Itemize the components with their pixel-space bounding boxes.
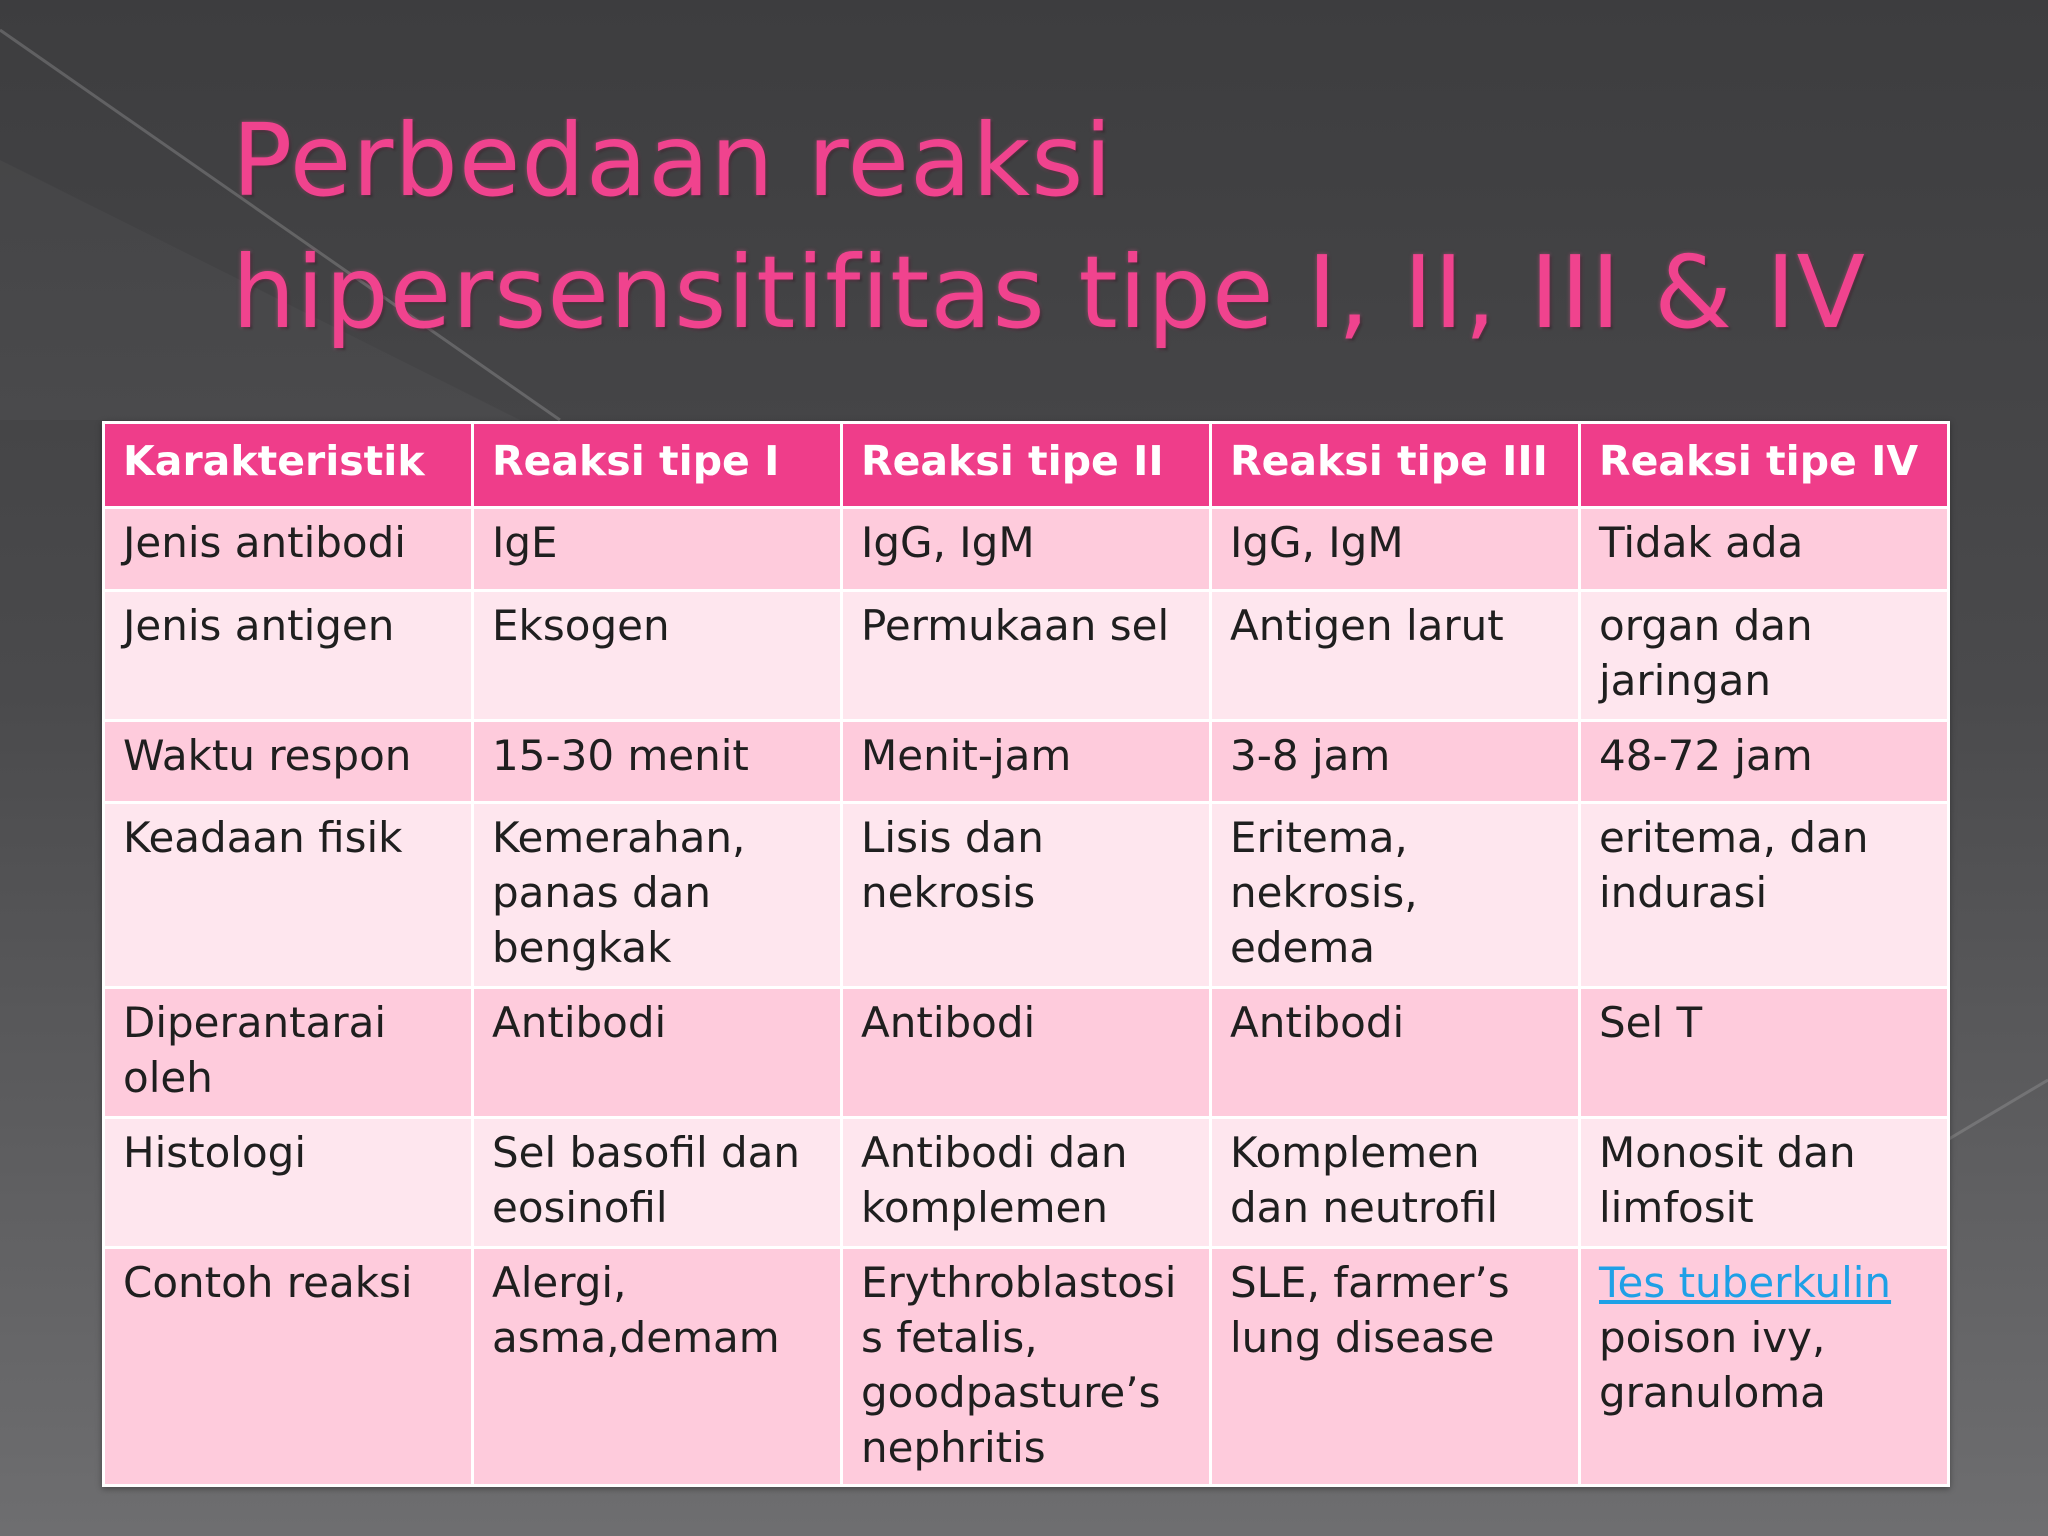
table-cell: Alergi, asma,demam — [471, 1246, 843, 1487]
table-cell: IgE — [471, 506, 843, 592]
table-cell: Monosit dan limfosit — [1578, 1116, 1950, 1249]
table-cell: Sel basofil dan eosinofil — [471, 1116, 843, 1249]
table-cell: Keadaan fisik — [102, 801, 474, 989]
table-cell: 15-30 menit — [471, 719, 843, 804]
table-cell: Antibodi — [1209, 986, 1581, 1119]
table-cell: eritema, dan indurasi — [1578, 801, 1950, 989]
table-cell: organ dan jaringan — [1578, 589, 1950, 722]
table-cell: Antigen larut — [1209, 589, 1581, 722]
table-cell: Diperantarai oleh — [102, 986, 474, 1119]
slide-title: Perbedaan reaksi hipersensitifitas tipe … — [232, 95, 1932, 359]
table-row: Histologi Sel basofil dan eosinofil Anti… — [102, 1116, 1950, 1249]
table-cell: Contoh reaksi — [102, 1246, 474, 1487]
table-cell: Erythroblastosi s fetalis, goodpasture’s… — [840, 1246, 1212, 1487]
header-reaksi-tipe-3: Reaksi tipe III — [1209, 421, 1581, 509]
slide-title-line-2: hipersensitifitas tipe I, II, III & IV — [232, 234, 1866, 351]
header-karakteristik: Karakteristik — [102, 421, 474, 509]
table-cell: Komplemen dan neutrofil — [1209, 1116, 1581, 1249]
table-row: Contoh reaksi Alergi, asma,demam Erythro… — [102, 1246, 1950, 1487]
table-cell: Jenis antigen — [102, 589, 474, 722]
table-header-row: Karakteristik Reaksi tipe I Reaksi tipe … — [102, 421, 1950, 509]
header-reaksi-tipe-2: Reaksi tipe II — [840, 421, 1212, 509]
table-cell: Tidak ada — [1578, 506, 1950, 592]
table-cell: IgG, IgM — [840, 506, 1212, 592]
table-row: Jenis antigen Eksogen Permukaan sel Anti… — [102, 589, 1950, 722]
table-row: Keadaan fisik Kemerahan, panas dan bengk… — [102, 801, 1950, 989]
table-cell: Antibodi — [471, 986, 843, 1119]
table-cell: Waktu respon — [102, 719, 474, 804]
table-cell: Histologi — [102, 1116, 474, 1249]
table-cell: Antibodi dan komplemen — [840, 1116, 1212, 1249]
table-cell: IgG, IgM — [1209, 506, 1581, 592]
table-cell: 48-72 jam — [1578, 719, 1950, 804]
table-row: Jenis antibodi IgE IgG, IgM IgG, IgM Tid… — [102, 506, 1950, 592]
table-row: Diperantarai oleh Antibodi Antibodi Anti… — [102, 986, 1950, 1119]
table-cell: 3-8 jam — [1209, 719, 1581, 804]
table-cell: Eksogen — [471, 589, 843, 722]
table-cell: SLE, farmer’s lung disease — [1209, 1246, 1581, 1487]
table-cell: Sel T — [1578, 986, 1950, 1119]
slide-title-line-1: Perbedaan reaksi — [232, 102, 1114, 219]
header-reaksi-tipe-1: Reaksi tipe I — [471, 421, 843, 509]
table-row: Waktu respon 15-30 menit Menit-jam 3-8 j… — [102, 719, 1950, 804]
header-reaksi-tipe-4: Reaksi tipe IV — [1578, 421, 1950, 509]
table-cell: Jenis antibodi — [102, 506, 474, 592]
contoh-reaksi-tipe-4-text: poison ivy, granuloma — [1599, 1313, 1826, 1417]
table-cell: Menit-jam — [840, 719, 1212, 804]
table-cell: Lisis dan nekrosis — [840, 801, 1212, 989]
table-cell: Antibodi — [840, 986, 1212, 1119]
table-cell: Kemerahan, panas dan bengkak — [471, 801, 843, 989]
tes-tuberkulin-link[interactable]: Tes tuberkulin — [1599, 1258, 1892, 1307]
table-cell: Permukaan sel — [840, 589, 1212, 722]
hypersensitivity-comparison-table: Karakteristik Reaksi tipe I Reaksi tipe … — [102, 421, 1950, 1487]
table-cell: Tes tuberkulin poison ivy, granuloma — [1578, 1246, 1950, 1487]
table-cell: Eritema, nekrosis, edema — [1209, 801, 1581, 989]
